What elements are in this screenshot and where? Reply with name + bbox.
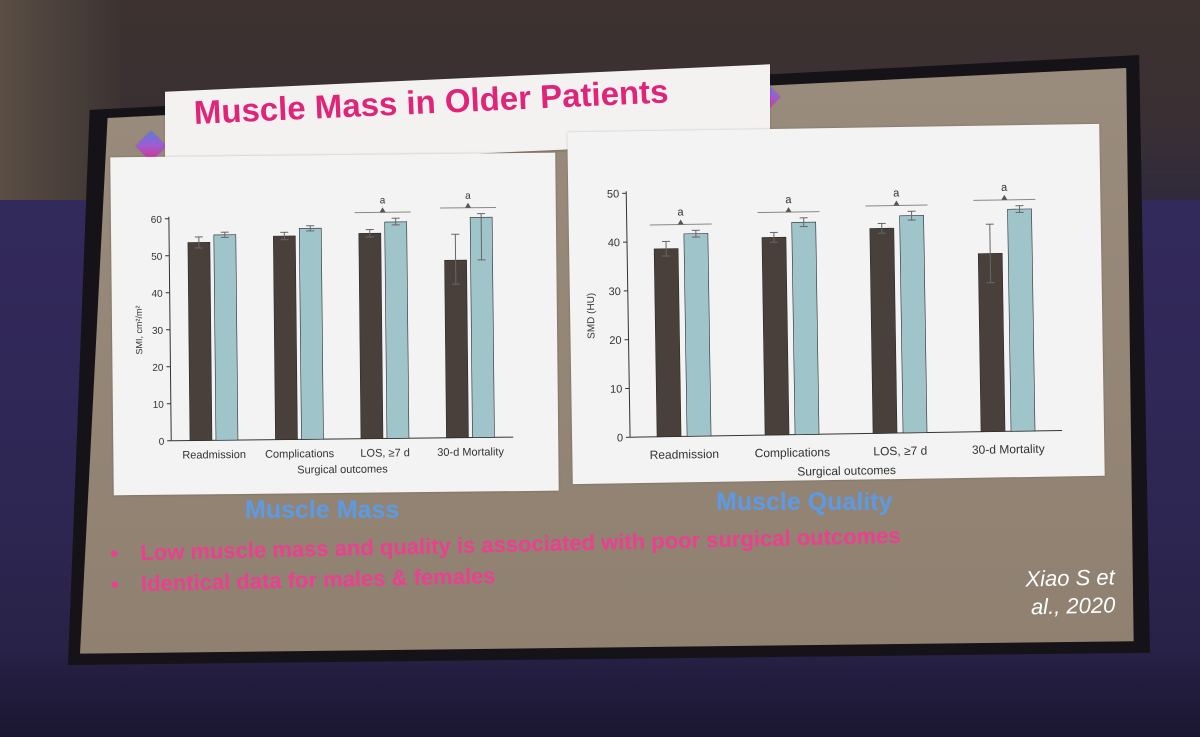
x-tick-label: Complications xyxy=(265,448,335,461)
bar xyxy=(653,248,682,438)
y-axis-label: SMI, cm²/m² xyxy=(134,305,145,354)
bar xyxy=(273,235,298,440)
significance-marker xyxy=(465,202,472,208)
significance-bracket xyxy=(973,198,1036,201)
left-chart-panel: 0 10 20 30 40 50 60 Readmission Complications LOS… xyxy=(110,152,559,496)
y-tick-label: 30 xyxy=(608,286,620,298)
smi-bar-chart: 0 10 20 30 40 50 60 Readmission Complications LOS… xyxy=(134,191,514,476)
bar xyxy=(358,232,384,440)
x-axis-label: Surgical outcomes xyxy=(797,463,896,479)
y-axis-label: SMD (HU) xyxy=(586,293,598,339)
citation-line: Xiao S et xyxy=(1025,564,1115,592)
bar xyxy=(298,227,324,440)
x-tick-label: LOS, ≥7 d xyxy=(360,447,410,460)
bar xyxy=(761,236,790,436)
x-tick-label: Complications xyxy=(755,445,831,460)
significance-label: a xyxy=(1001,182,1008,194)
bullet-dot-icon: • xyxy=(110,540,119,566)
y-tick-label: 10 xyxy=(610,384,622,396)
y-tick-label: 30 xyxy=(152,326,164,337)
bar xyxy=(384,221,410,439)
bar xyxy=(869,227,898,434)
citation-line: al., 2020 xyxy=(1030,592,1116,620)
significance-marker xyxy=(677,219,684,225)
right-chart-caption: Muscle Quality xyxy=(716,488,893,516)
significance-marker xyxy=(1001,194,1008,200)
bar xyxy=(977,252,1006,433)
y-tick-label: 20 xyxy=(152,363,164,374)
significance-marker xyxy=(893,200,900,206)
significance-marker xyxy=(379,207,386,213)
significance-label: a xyxy=(785,194,792,206)
x-tick-label: Readmission xyxy=(650,447,720,462)
bar xyxy=(213,234,239,441)
floor-shadow xyxy=(0,650,1200,737)
bar xyxy=(1007,208,1036,432)
y-tick-label: 0 xyxy=(159,437,165,448)
y-tick-label: 40 xyxy=(151,289,163,300)
significance-marker xyxy=(785,207,792,213)
citation: Xiao S et al., 2020 xyxy=(974,563,1115,622)
significance-label: a xyxy=(677,206,684,218)
left-chart-caption: Muscle Mass xyxy=(245,496,400,524)
x-tick-label: Readmission xyxy=(182,449,246,462)
x-tick-label: LOS, ≥7 d xyxy=(873,444,927,459)
y-tick-label: 20 xyxy=(609,335,621,347)
error-bar xyxy=(454,234,457,285)
right-chart-panel: 0 10 20 30 40 50 Readmission a Complications a LOS… xyxy=(567,123,1105,485)
x-tick-label: 30-d Mortality xyxy=(437,446,504,459)
smd-bar-chart: 0 10 20 30 40 50 Readmission a Complications a LOS… xyxy=(586,182,1063,479)
x-tick-label: 30-d Mortality xyxy=(972,442,1045,457)
significance-label: a xyxy=(465,191,471,202)
significance-label: a xyxy=(380,195,386,206)
significance-bracket xyxy=(354,211,411,214)
bar xyxy=(683,233,712,437)
y-tick-label: 50 xyxy=(607,188,619,200)
y-tick-label: 40 xyxy=(608,237,620,249)
x-axis-label: Surgical outcomes xyxy=(297,463,388,476)
bullet-dot-icon: • xyxy=(110,571,119,597)
error-bar xyxy=(989,224,992,283)
bar xyxy=(444,259,469,439)
y-tick-label: 10 xyxy=(153,400,165,411)
y-axis-line xyxy=(625,191,631,438)
bar xyxy=(187,242,213,441)
significance-label: a xyxy=(893,187,900,199)
bar xyxy=(791,221,820,435)
bar xyxy=(899,215,928,434)
bar xyxy=(469,216,495,438)
y-tick-label: 60 xyxy=(151,215,163,226)
y-axis-line xyxy=(168,216,172,441)
y-tick-label: 0 xyxy=(617,432,623,444)
y-tick-label: 50 xyxy=(151,252,163,263)
